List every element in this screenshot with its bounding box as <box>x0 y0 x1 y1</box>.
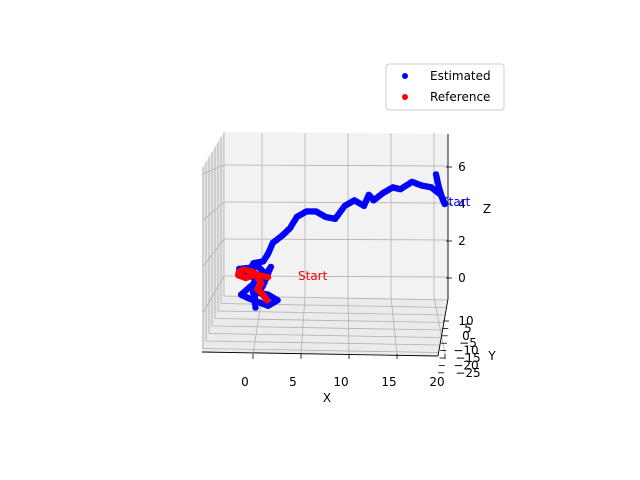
x-axis-label: X <box>323 391 331 405</box>
z-tick-label: 4 <box>458 197 466 211</box>
y-floor-grid-line <box>214 318 444 323</box>
y-tick-label: −20 <box>453 358 478 372</box>
x-axis-line <box>201 351 439 357</box>
x-floor-grid-line <box>300 296 306 355</box>
start-annotation-reference: Start <box>298 269 328 283</box>
x-floor-grid-line <box>433 296 446 355</box>
z-side-grid-line <box>202 275 225 314</box>
x-tick-label: 10 <box>333 375 348 389</box>
y-floor-grid-line <box>217 310 446 316</box>
y-axis-line <box>437 298 449 357</box>
y-tick-label: 5 <box>464 321 472 335</box>
z-tick-label: 6 <box>458 160 466 174</box>
x-floor-grid-line <box>252 296 263 355</box>
z-side-grid-line <box>202 201 225 221</box>
y-floor-grid-line <box>211 325 443 331</box>
y-tick-label: 10 <box>458 314 473 328</box>
legend-marker-estimated <box>402 73 408 79</box>
legend-frame <box>385 63 505 111</box>
y-tick-label: −15 <box>455 351 480 365</box>
y-floor-grid-line <box>205 340 440 346</box>
z-tick-label: 0 <box>458 271 466 285</box>
y-tick-label: −5 <box>459 336 477 350</box>
legend-marker-reference <box>402 94 408 100</box>
series-reference <box>235 266 272 304</box>
z-tick-label: 2 <box>458 234 466 248</box>
left-pane <box>202 132 224 352</box>
z-grid-line <box>223 238 449 241</box>
x-tick-label: 20 <box>429 375 444 389</box>
x-tick-label: 0 <box>241 375 249 389</box>
x-floor-grid-line <box>347 296 350 355</box>
y-tick-label: −10 <box>453 344 478 358</box>
x-tick-label: 15 <box>381 375 396 389</box>
start-annotation-estimated: Start <box>441 195 471 209</box>
series-layer <box>235 171 448 311</box>
legend: Estimated Reference <box>385 63 505 111</box>
data-point <box>250 279 258 287</box>
y-tick-label: 0 <box>462 329 470 343</box>
y-tick-label: −25 <box>455 366 480 380</box>
legend-label-estimated: Estimated <box>430 69 491 83</box>
z-axis-label: Z <box>483 202 491 216</box>
floor-pane <box>202 296 448 356</box>
data-point <box>263 297 271 304</box>
y-floor-grid-line <box>202 348 439 353</box>
data-point <box>252 304 259 311</box>
legend-label-reference: Reference <box>430 90 490 104</box>
z-side-grid-line <box>202 238 225 267</box>
z-grid-line <box>223 164 449 167</box>
data-point <box>252 299 259 306</box>
y-floor-grid-line <box>208 333 442 338</box>
grid-lines <box>202 132 449 355</box>
x-tick-label: 5 <box>289 375 297 389</box>
data-point <box>251 294 259 301</box>
z-grid-line <box>223 201 449 204</box>
z-side-grid-line <box>202 164 225 175</box>
y-axis-label: Y <box>487 349 496 363</box>
